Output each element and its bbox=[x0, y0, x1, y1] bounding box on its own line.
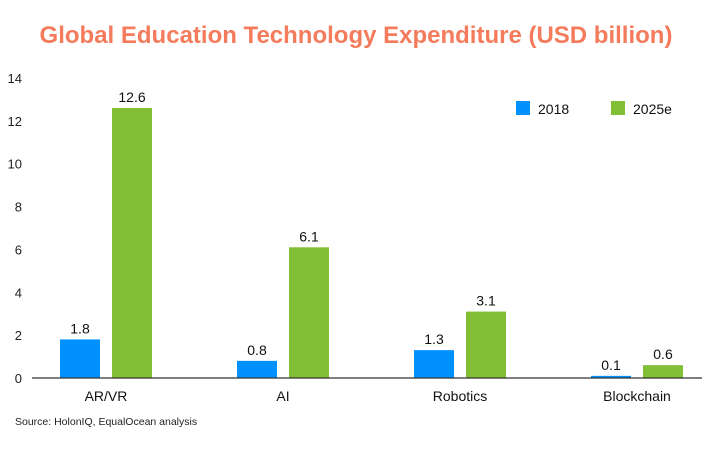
legend-label: 2018 bbox=[538, 101, 569, 117]
x-tick-label: AI bbox=[276, 388, 289, 404]
bar-2025e-AR/VR bbox=[112, 108, 152, 378]
data-label: 6.1 bbox=[299, 228, 319, 244]
y-tick-label: 8 bbox=[15, 200, 22, 215]
bar-2018-AR/VR bbox=[60, 339, 100, 378]
legend-swatch bbox=[611, 101, 625, 115]
legend-label: 2025e bbox=[633, 101, 672, 117]
data-label: 0.1 bbox=[601, 357, 621, 373]
data-label: 0.6 bbox=[653, 346, 673, 362]
legend-swatch bbox=[516, 101, 530, 115]
x-tick-label: Robotics bbox=[433, 388, 487, 404]
bar-2025e-Blockchain bbox=[643, 365, 683, 378]
data-label: 12.6 bbox=[118, 89, 145, 105]
y-tick-label: 12 bbox=[8, 114, 22, 129]
data-label: 0.8 bbox=[247, 342, 267, 358]
bar-2018-Blockchain bbox=[591, 375, 631, 378]
data-label: 1.8 bbox=[70, 320, 90, 336]
bar-2018-Robotics bbox=[414, 350, 454, 378]
y-tick-label: 14 bbox=[8, 71, 22, 86]
y-tick-label: 2 bbox=[15, 328, 22, 343]
y-tick-label: 10 bbox=[8, 157, 22, 172]
y-tick-label: 0 bbox=[15, 371, 22, 386]
legend: 2018 2025e bbox=[516, 101, 672, 117]
chart-title: Global Education Technology Expenditure … bbox=[40, 22, 673, 49]
data-label: 3.1 bbox=[476, 293, 496, 309]
y-tick-label: 4 bbox=[15, 285, 22, 300]
bar-2018-AI bbox=[237, 360, 277, 378]
x-tick-label: AR/VR bbox=[85, 388, 128, 404]
bar-2025e-Robotics bbox=[466, 311, 506, 378]
bar-2025e-AI bbox=[289, 247, 329, 378]
source-note: Source: HolonIQ, EqualOcean analysis bbox=[15, 416, 197, 428]
x-tick-label: Blockchain bbox=[603, 388, 671, 404]
data-label: 1.3 bbox=[424, 331, 444, 347]
y-tick-label: 6 bbox=[15, 242, 22, 257]
